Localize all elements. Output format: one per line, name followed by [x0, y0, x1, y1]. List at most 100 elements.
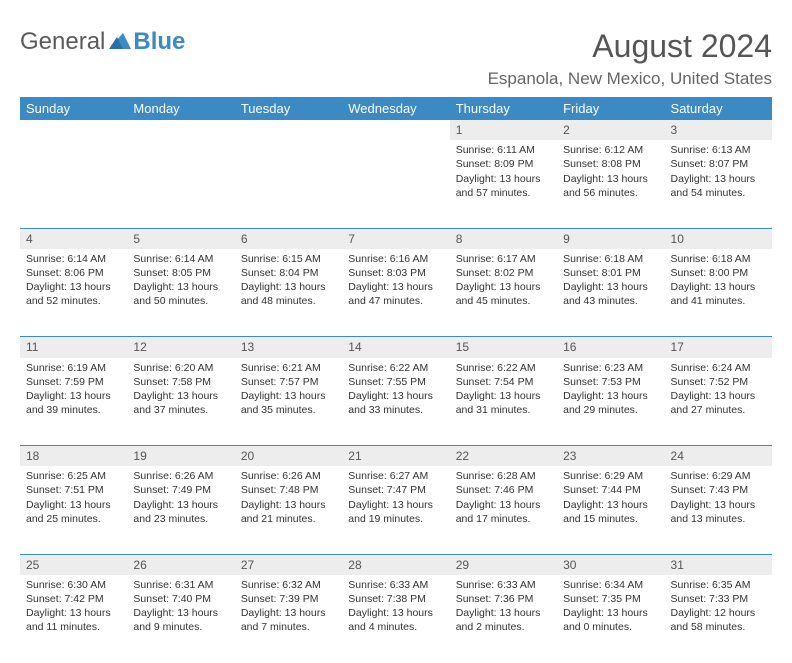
day-cell: Sunrise: 6:28 AM Sunset: 7:46 PM Dayligh…: [450, 466, 557, 554]
page-header: General Blue August 2024 Espanola, New M…: [20, 28, 772, 89]
logo-text-blue: Blue: [133, 28, 185, 56]
day-number: 8: [450, 229, 557, 249]
day-body-row: Sunrise: 6:25 AM Sunset: 7:51 PM Dayligh…: [20, 466, 772, 554]
day-cell: Sunrise: 6:35 AM Sunset: 7:33 PM Dayligh…: [665, 575, 772, 663]
day-number: 12: [127, 337, 234, 357]
day-cell-text: Sunrise: 6:27 AM Sunset: 7:47 PM Dayligh…: [342, 466, 449, 526]
day-number-row: 25262728293031: [20, 555, 772, 575]
day-cell-text: Sunrise: 6:28 AM Sunset: 7:46 PM Dayligh…: [450, 466, 557, 526]
day-cell: [235, 140, 342, 228]
day-cell: Sunrise: 6:31 AM Sunset: 7:40 PM Dayligh…: [127, 575, 234, 663]
day-number-row: 123: [20, 120, 772, 140]
day-cell-text: Sunrise: 6:26 AM Sunset: 7:48 PM Dayligh…: [235, 466, 342, 526]
day-number: 21: [342, 446, 449, 466]
day-number: 31: [665, 555, 772, 575]
day-cell: Sunrise: 6:22 AM Sunset: 7:55 PM Dayligh…: [342, 358, 449, 446]
day-cell: Sunrise: 6:14 AM Sunset: 8:05 PM Dayligh…: [127, 249, 234, 337]
col-header: Sunday: [20, 97, 127, 120]
col-header: Wednesday: [342, 97, 449, 120]
day-cell: Sunrise: 6:32 AM Sunset: 7:39 PM Dayligh…: [235, 575, 342, 663]
day-cell-text: Sunrise: 6:34 AM Sunset: 7:35 PM Dayligh…: [557, 575, 664, 635]
day-cell-text: Sunrise: 6:24 AM Sunset: 7:52 PM Dayligh…: [665, 358, 772, 418]
day-cell: Sunrise: 6:19 AM Sunset: 7:59 PM Dayligh…: [20, 358, 127, 446]
day-cell: Sunrise: 6:18 AM Sunset: 8:00 PM Dayligh…: [665, 249, 772, 337]
day-number: 14: [342, 337, 449, 357]
day-cell-text: Sunrise: 6:17 AM Sunset: 8:02 PM Dayligh…: [450, 249, 557, 309]
day-cell: Sunrise: 6:26 AM Sunset: 7:49 PM Dayligh…: [127, 466, 234, 554]
location-subtitle: Espanola, New Mexico, United States: [488, 69, 772, 89]
col-header: Friday: [557, 97, 664, 120]
day-cell: Sunrise: 6:16 AM Sunset: 8:03 PM Dayligh…: [342, 249, 449, 337]
day-body-row: Sunrise: 6:14 AM Sunset: 8:06 PM Dayligh…: [20, 249, 772, 337]
day-cell-text: [342, 140, 449, 143]
day-cell-text: Sunrise: 6:30 AM Sunset: 7:42 PM Dayligh…: [20, 575, 127, 635]
day-cell: Sunrise: 6:17 AM Sunset: 8:02 PM Dayligh…: [450, 249, 557, 337]
col-header: Tuesday: [235, 97, 342, 120]
day-cell: Sunrise: 6:29 AM Sunset: 7:44 PM Dayligh…: [557, 466, 664, 554]
day-number-row: 45678910: [20, 229, 772, 249]
day-cell-text: Sunrise: 6:22 AM Sunset: 7:55 PM Dayligh…: [342, 358, 449, 418]
day-cell: Sunrise: 6:29 AM Sunset: 7:43 PM Dayligh…: [665, 466, 772, 554]
day-number: 9: [557, 229, 664, 249]
day-cell-text: Sunrise: 6:26 AM Sunset: 7:49 PM Dayligh…: [127, 466, 234, 526]
day-cell: Sunrise: 6:11 AM Sunset: 8:09 PM Dayligh…: [450, 140, 557, 228]
day-cell-text: Sunrise: 6:33 AM Sunset: 7:36 PM Dayligh…: [450, 575, 557, 635]
day-cell-text: Sunrise: 6:14 AM Sunset: 8:06 PM Dayligh…: [20, 249, 127, 309]
day-cell-text: Sunrise: 6:11 AM Sunset: 8:09 PM Dayligh…: [450, 140, 557, 200]
day-cell-text: Sunrise: 6:22 AM Sunset: 7:54 PM Dayligh…: [450, 358, 557, 418]
day-number: 26: [127, 555, 234, 575]
day-number: 25: [20, 555, 127, 575]
day-cell-text: Sunrise: 6:15 AM Sunset: 8:04 PM Dayligh…: [235, 249, 342, 309]
day-header-row: Sunday Monday Tuesday Wednesday Thursday…: [20, 97, 772, 120]
day-cell: Sunrise: 6:22 AM Sunset: 7:54 PM Dayligh…: [450, 358, 557, 446]
day-cell: Sunrise: 6:13 AM Sunset: 8:07 PM Dayligh…: [665, 140, 772, 228]
day-number: 5: [127, 229, 234, 249]
day-cell: Sunrise: 6:24 AM Sunset: 7:52 PM Dayligh…: [665, 358, 772, 446]
day-cell-text: Sunrise: 6:16 AM Sunset: 8:03 PM Dayligh…: [342, 249, 449, 309]
day-cell-text: Sunrise: 6:13 AM Sunset: 8:07 PM Dayligh…: [665, 140, 772, 200]
day-number: 15: [450, 337, 557, 357]
day-number: 27: [235, 555, 342, 575]
day-cell: Sunrise: 6:14 AM Sunset: 8:06 PM Dayligh…: [20, 249, 127, 337]
day-cell-text: Sunrise: 6:33 AM Sunset: 7:38 PM Dayligh…: [342, 575, 449, 635]
day-cell: Sunrise: 6:21 AM Sunset: 7:57 PM Dayligh…: [235, 358, 342, 446]
day-number: 3: [665, 120, 772, 140]
day-number: 4: [20, 229, 127, 249]
day-cell-text: Sunrise: 6:18 AM Sunset: 8:00 PM Dayligh…: [665, 249, 772, 309]
day-number: 20: [235, 446, 342, 466]
day-cell: Sunrise: 6:33 AM Sunset: 7:38 PM Dayligh…: [342, 575, 449, 663]
day-cell: Sunrise: 6:23 AM Sunset: 7:53 PM Dayligh…: [557, 358, 664, 446]
day-number: 28: [342, 555, 449, 575]
day-cell: Sunrise: 6:15 AM Sunset: 8:04 PM Dayligh…: [235, 249, 342, 337]
day-number: 24: [665, 446, 772, 466]
day-number: 18: [20, 446, 127, 466]
day-cell-text: Sunrise: 6:35 AM Sunset: 7:33 PM Dayligh…: [665, 575, 772, 635]
day-cell-text: Sunrise: 6:21 AM Sunset: 7:57 PM Dayligh…: [235, 358, 342, 418]
day-cell-text: Sunrise: 6:29 AM Sunset: 7:44 PM Dayligh…: [557, 466, 664, 526]
day-number: 17: [665, 337, 772, 357]
day-cell: Sunrise: 6:33 AM Sunset: 7:36 PM Dayligh…: [450, 575, 557, 663]
day-cell: [127, 140, 234, 228]
col-header: Saturday: [665, 97, 772, 120]
col-header: Thursday: [450, 97, 557, 120]
logo-text-general: General: [20, 28, 105, 56]
day-cell: [342, 140, 449, 228]
day-cell: Sunrise: 6:25 AM Sunset: 7:51 PM Dayligh…: [20, 466, 127, 554]
day-cell: Sunrise: 6:30 AM Sunset: 7:42 PM Dayligh…: [20, 575, 127, 663]
day-number: [127, 120, 234, 140]
logo: General Blue: [20, 28, 185, 56]
day-number: 30: [557, 555, 664, 575]
day-number: 2: [557, 120, 664, 140]
col-header: Monday: [127, 97, 234, 120]
day-number: 10: [665, 229, 772, 249]
day-number: [342, 120, 449, 140]
day-number: 23: [557, 446, 664, 466]
day-number: 11: [20, 337, 127, 357]
day-cell-text: Sunrise: 6:20 AM Sunset: 7:58 PM Dayligh…: [127, 358, 234, 418]
day-cell: Sunrise: 6:34 AM Sunset: 7:35 PM Dayligh…: [557, 575, 664, 663]
day-cell-text: Sunrise: 6:18 AM Sunset: 8:01 PM Dayligh…: [557, 249, 664, 309]
day-number: 1: [450, 120, 557, 140]
day-number: [20, 120, 127, 140]
day-cell-text: [235, 140, 342, 143]
day-number: 6: [235, 229, 342, 249]
